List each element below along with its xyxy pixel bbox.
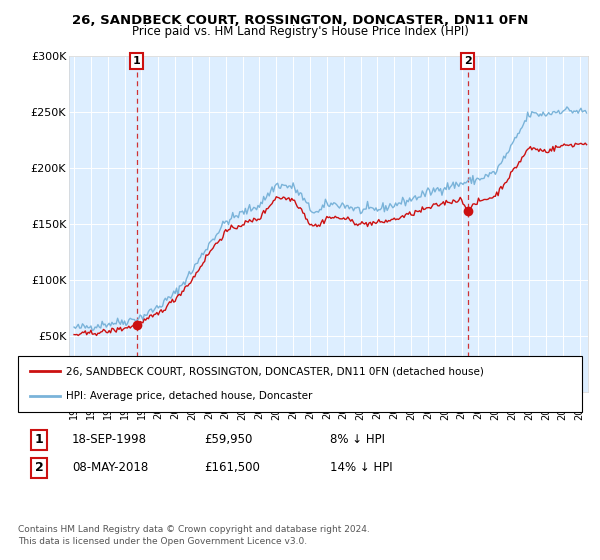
Text: £59,950: £59,950 — [204, 433, 253, 446]
Text: 1: 1 — [133, 56, 140, 66]
Text: 8% ↓ HPI: 8% ↓ HPI — [330, 433, 385, 446]
Text: £161,500: £161,500 — [204, 461, 260, 474]
Text: HPI: Average price, detached house, Doncaster: HPI: Average price, detached house, Donc… — [66, 391, 313, 401]
Text: 14% ↓ HPI: 14% ↓ HPI — [330, 461, 392, 474]
Text: 08-MAY-2018: 08-MAY-2018 — [72, 461, 148, 474]
Text: 18-SEP-1998: 18-SEP-1998 — [72, 433, 147, 446]
Text: 26, SANDBECK COURT, ROSSINGTON, DONCASTER, DN11 0FN: 26, SANDBECK COURT, ROSSINGTON, DONCASTE… — [72, 14, 528, 27]
Text: 26, SANDBECK COURT, ROSSINGTON, DONCASTER, DN11 0FN (detached house): 26, SANDBECK COURT, ROSSINGTON, DONCASTE… — [66, 366, 484, 376]
Text: 2: 2 — [464, 56, 472, 66]
Text: 1: 1 — [35, 433, 43, 446]
Text: 2: 2 — [35, 461, 43, 474]
Text: Contains HM Land Registry data © Crown copyright and database right 2024.
This d: Contains HM Land Registry data © Crown c… — [18, 525, 370, 546]
Text: Price paid vs. HM Land Registry's House Price Index (HPI): Price paid vs. HM Land Registry's House … — [131, 25, 469, 38]
